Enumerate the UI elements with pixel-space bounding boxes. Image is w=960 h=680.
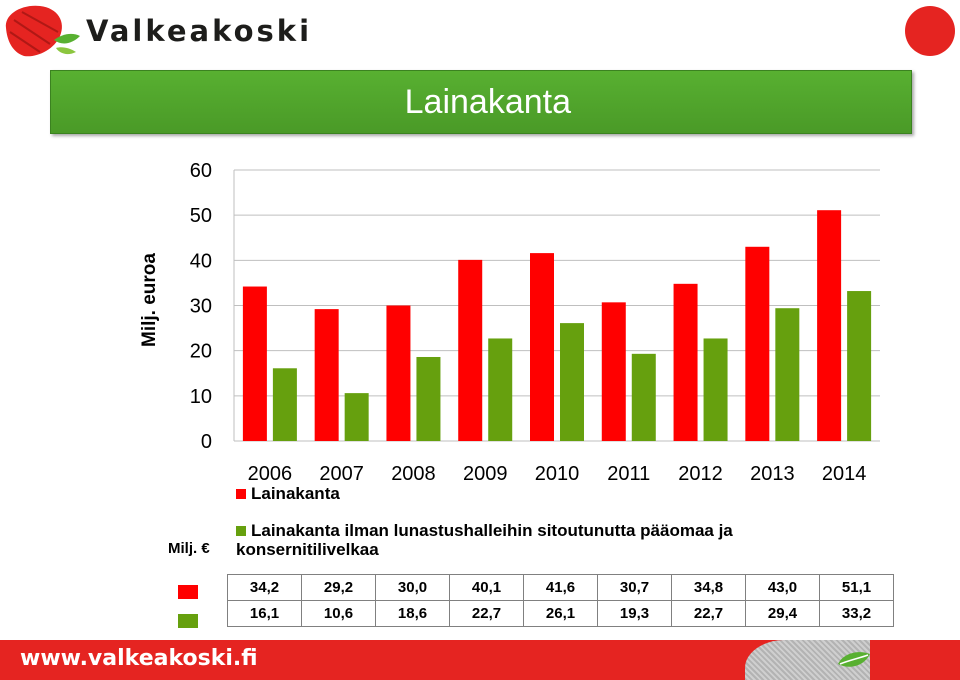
table-cell: 30,0 bbox=[375, 574, 450, 601]
logo bbox=[5, 5, 80, 57]
bar-lainakanta-2009 bbox=[458, 259, 483, 441]
x-tick-label: 2011 bbox=[607, 463, 650, 485]
table-red-swatch bbox=[178, 585, 198, 599]
y-tick-label: 20 bbox=[190, 341, 212, 363]
legend-item-ilman: Lainakanta ilman lunastushalleihin sitou… bbox=[236, 521, 816, 559]
legend-green-swatch bbox=[236, 526, 246, 536]
bar-lainakanta-2014 bbox=[817, 210, 842, 441]
table-cell: 16,1 bbox=[227, 600, 302, 627]
table-cell: 26,1 bbox=[523, 600, 598, 627]
bar-lainakanta-2010 bbox=[530, 253, 554, 441]
slide-title: Lainakanta bbox=[404, 83, 571, 121]
bar-ilman-2014 bbox=[847, 291, 872, 441]
table-cell: 29,2 bbox=[301, 574, 376, 601]
bar-ilman-2006 bbox=[272, 368, 297, 441]
table-cell: 41,6 bbox=[523, 574, 598, 601]
leaf-icon bbox=[838, 652, 870, 667]
logo-text: Valkeakoski bbox=[86, 14, 313, 48]
table-cell: 34,8 bbox=[671, 574, 746, 601]
bar-lainakanta-2012 bbox=[673, 283, 698, 441]
table-cell: 30,7 bbox=[597, 574, 672, 601]
table-row: 34,2 29,2 30,0 40,1 41,6 30,7 34,8 43,0 … bbox=[227, 574, 894, 601]
unit-label: Milj. € bbox=[168, 540, 210, 557]
bar-lainakanta-2006 bbox=[242, 286, 267, 441]
table-cell: 43,0 bbox=[745, 574, 820, 601]
table-cell: 10,6 bbox=[301, 600, 376, 627]
table-cell: 51,1 bbox=[819, 574, 894, 601]
x-tick-label: 2013 bbox=[750, 463, 795, 485]
table-cell: 29,4 bbox=[745, 600, 820, 627]
bar-lainakanta-2011 bbox=[601, 302, 626, 441]
x-tick-label: 2008 bbox=[391, 463, 436, 485]
y-tick-label: 50 bbox=[190, 205, 212, 227]
data-table: 34,2 29,2 30,0 40,1 41,6 30,7 34,8 43,0 … bbox=[227, 574, 894, 627]
y-tick-label: 0 bbox=[201, 431, 212, 453]
bar-lainakanta-2008 bbox=[386, 305, 411, 441]
red-circle-icon bbox=[905, 6, 955, 56]
footer-url: www.valkeakoski.fi bbox=[20, 646, 258, 671]
title-bar: Lainakanta bbox=[50, 70, 912, 134]
bar-ilman-2012 bbox=[703, 338, 728, 441]
bar-ilman-2007 bbox=[344, 393, 369, 441]
x-tick-label: 2012 bbox=[678, 463, 723, 485]
table-cell: 40,1 bbox=[449, 574, 524, 601]
y-tick-label: 60 bbox=[190, 160, 212, 182]
bar-lainakanta-2007 bbox=[314, 309, 339, 441]
table-cell: 19,3 bbox=[597, 600, 672, 627]
legend-label: Lainakanta ilman lunastushalleihin sitou… bbox=[236, 521, 733, 559]
table-cell: 33,2 bbox=[819, 600, 894, 627]
legend-red-swatch bbox=[236, 489, 246, 499]
table-cell: 22,7 bbox=[449, 600, 524, 627]
x-tick-label: 2006 bbox=[248, 463, 293, 485]
y-tick-label: 40 bbox=[190, 250, 212, 272]
bar-lainakanta-2013 bbox=[745, 246, 770, 441]
y-tick-label: 10 bbox=[190, 386, 212, 408]
y-tick-label: 30 bbox=[190, 296, 212, 318]
bar-ilman-2013 bbox=[775, 308, 800, 441]
x-tick-label: 2009 bbox=[463, 463, 508, 485]
table-cell: 18,6 bbox=[375, 600, 450, 627]
x-tick-label: 2007 bbox=[319, 463, 364, 485]
table-green-swatch bbox=[178, 614, 198, 628]
bar-ilman-2010 bbox=[560, 323, 584, 441]
x-tick-label: 2014 bbox=[822, 463, 867, 485]
strawberry-logo-icon bbox=[5, 5, 80, 57]
table-row: 16,1 10,6 18,6 22,7 26,1 19,3 22,7 29,4 … bbox=[227, 600, 894, 627]
legend-item-lainakanta: Lainakanta bbox=[236, 484, 340, 504]
bar-ilman-2011 bbox=[631, 353, 656, 441]
table-cell: 22,7 bbox=[671, 600, 746, 627]
table-cell: 34,2 bbox=[227, 574, 302, 601]
bar-chart: 0 10 20 30 40 50 60 2006 2007 2008 2009 2010 2011 201… bbox=[190, 160, 880, 485]
bar-ilman-2008 bbox=[416, 356, 441, 441]
bar-ilman-2009 bbox=[488, 338, 513, 441]
x-tick-label: 2010 bbox=[535, 463, 580, 485]
legend-label: Lainakanta bbox=[251, 484, 340, 503]
